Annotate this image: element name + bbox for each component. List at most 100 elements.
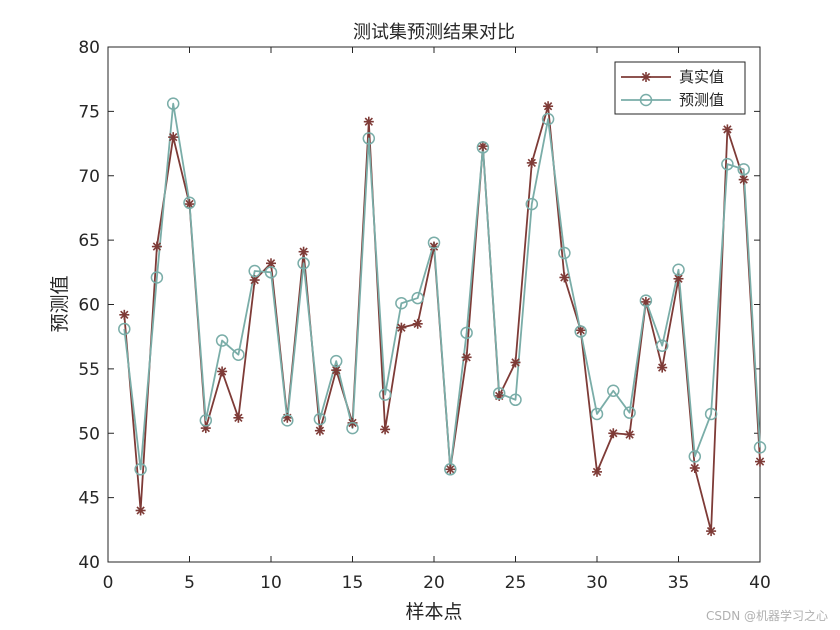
series-1-point xyxy=(477,141,488,152)
series-2-point xyxy=(623,406,636,419)
y-tick-label: 65 xyxy=(78,231,100,251)
series-1-point xyxy=(738,174,749,185)
y-tick-label: 40 xyxy=(78,553,100,573)
series-1-point xyxy=(706,526,717,537)
series-1-point xyxy=(543,101,554,112)
series-2-point xyxy=(704,407,718,421)
x-tick-label: 10 xyxy=(260,573,282,593)
y-axis-label: 预测值 xyxy=(49,275,71,332)
series-1-point xyxy=(217,366,228,377)
series-2-point xyxy=(607,384,620,398)
x-tick-label: 0 xyxy=(103,573,114,593)
series-1-point xyxy=(722,124,733,135)
series-2-point xyxy=(118,322,131,336)
series-1-point xyxy=(640,296,651,307)
y-tick-label: 50 xyxy=(78,424,100,444)
series-1-point xyxy=(461,352,472,363)
series-2-point xyxy=(590,407,604,421)
series-2-point xyxy=(639,294,653,307)
series-2-point xyxy=(753,441,767,454)
legend-marker-2 xyxy=(639,93,653,107)
series-1-point xyxy=(657,362,668,373)
chart-title: 测试集预测结果对比 xyxy=(353,22,515,43)
series-2-point xyxy=(215,334,229,347)
series-2-point xyxy=(476,141,490,154)
series-2-point xyxy=(378,388,392,401)
series-1-point xyxy=(510,357,521,368)
x-tick-label: 15 xyxy=(342,573,364,593)
series-1-point xyxy=(755,456,765,467)
x-tick-label: 35 xyxy=(668,573,690,593)
y-tick-label: 45 xyxy=(78,489,100,509)
y-tick-label: 80 xyxy=(78,38,100,58)
series-1-point xyxy=(233,412,244,423)
series-1-point xyxy=(689,463,700,474)
y-tick-label: 75 xyxy=(78,102,100,122)
series-2-point xyxy=(313,412,327,426)
series-1-point xyxy=(151,241,162,252)
series-2-point xyxy=(737,163,750,176)
series-2-point xyxy=(150,271,164,284)
series-2-point xyxy=(232,348,245,361)
series-2-point xyxy=(329,354,343,368)
series-1-point xyxy=(559,272,570,283)
x-axis-label: 样本点 xyxy=(405,601,462,623)
series-2-point xyxy=(166,97,180,110)
series-1-point xyxy=(412,318,423,329)
series-2-point xyxy=(672,263,685,276)
series-2-point xyxy=(444,463,457,476)
series-1-point xyxy=(363,116,374,127)
legend-label-1: 真实值 xyxy=(679,68,724,86)
series-2-point xyxy=(525,197,539,211)
series-2-point xyxy=(655,339,669,352)
series-2-point xyxy=(492,387,506,400)
series-1-point xyxy=(135,505,146,516)
watermark: CSDN @机器学习之心 xyxy=(706,608,828,623)
y-tick-label: 55 xyxy=(78,360,100,380)
series-line-2 xyxy=(123,102,761,471)
series-1-point xyxy=(119,309,130,320)
series-1-point xyxy=(592,466,602,477)
x-tick-label: 30 xyxy=(586,573,608,593)
series-1-point xyxy=(331,365,342,376)
series-2-point xyxy=(395,296,408,310)
legend-marker-1 xyxy=(641,72,651,82)
series-1-point xyxy=(314,425,325,436)
series-2-point xyxy=(199,414,213,427)
series-2-point xyxy=(427,236,441,249)
series-1-point xyxy=(608,428,619,439)
series-1-point xyxy=(184,199,195,210)
series-2-point xyxy=(688,450,702,463)
y-tick-label: 60 xyxy=(78,296,100,316)
series-2-point xyxy=(248,264,261,278)
series-2-point xyxy=(509,393,522,407)
series-2-point xyxy=(346,421,359,435)
series-2-point xyxy=(721,157,734,171)
x-tick-label: 20 xyxy=(423,573,445,593)
series-2-point xyxy=(541,112,555,126)
series-2-point xyxy=(281,414,294,427)
series-2-point xyxy=(264,266,278,279)
series-2-point xyxy=(574,325,587,338)
series-2-point xyxy=(460,326,473,340)
series-1-point xyxy=(298,246,309,257)
legend-box xyxy=(614,61,746,115)
x-tick-label: 5 xyxy=(184,573,195,593)
x-tick-label: 40 xyxy=(749,573,771,593)
series-1-point xyxy=(168,132,179,143)
series-2-point xyxy=(134,463,147,476)
series-1-point xyxy=(380,424,391,435)
series-1-point xyxy=(396,322,407,333)
series-1-point xyxy=(526,157,537,168)
series-2-point xyxy=(558,246,571,260)
series-1-point xyxy=(575,325,586,336)
series-2-point xyxy=(411,291,424,305)
series-2-point xyxy=(297,257,310,270)
series-1-point xyxy=(445,464,456,475)
y-tick-label: 70 xyxy=(78,167,100,187)
series-1-point xyxy=(624,429,635,440)
series-2-point xyxy=(362,132,376,145)
legend-label-2: 预测值 xyxy=(679,91,724,109)
